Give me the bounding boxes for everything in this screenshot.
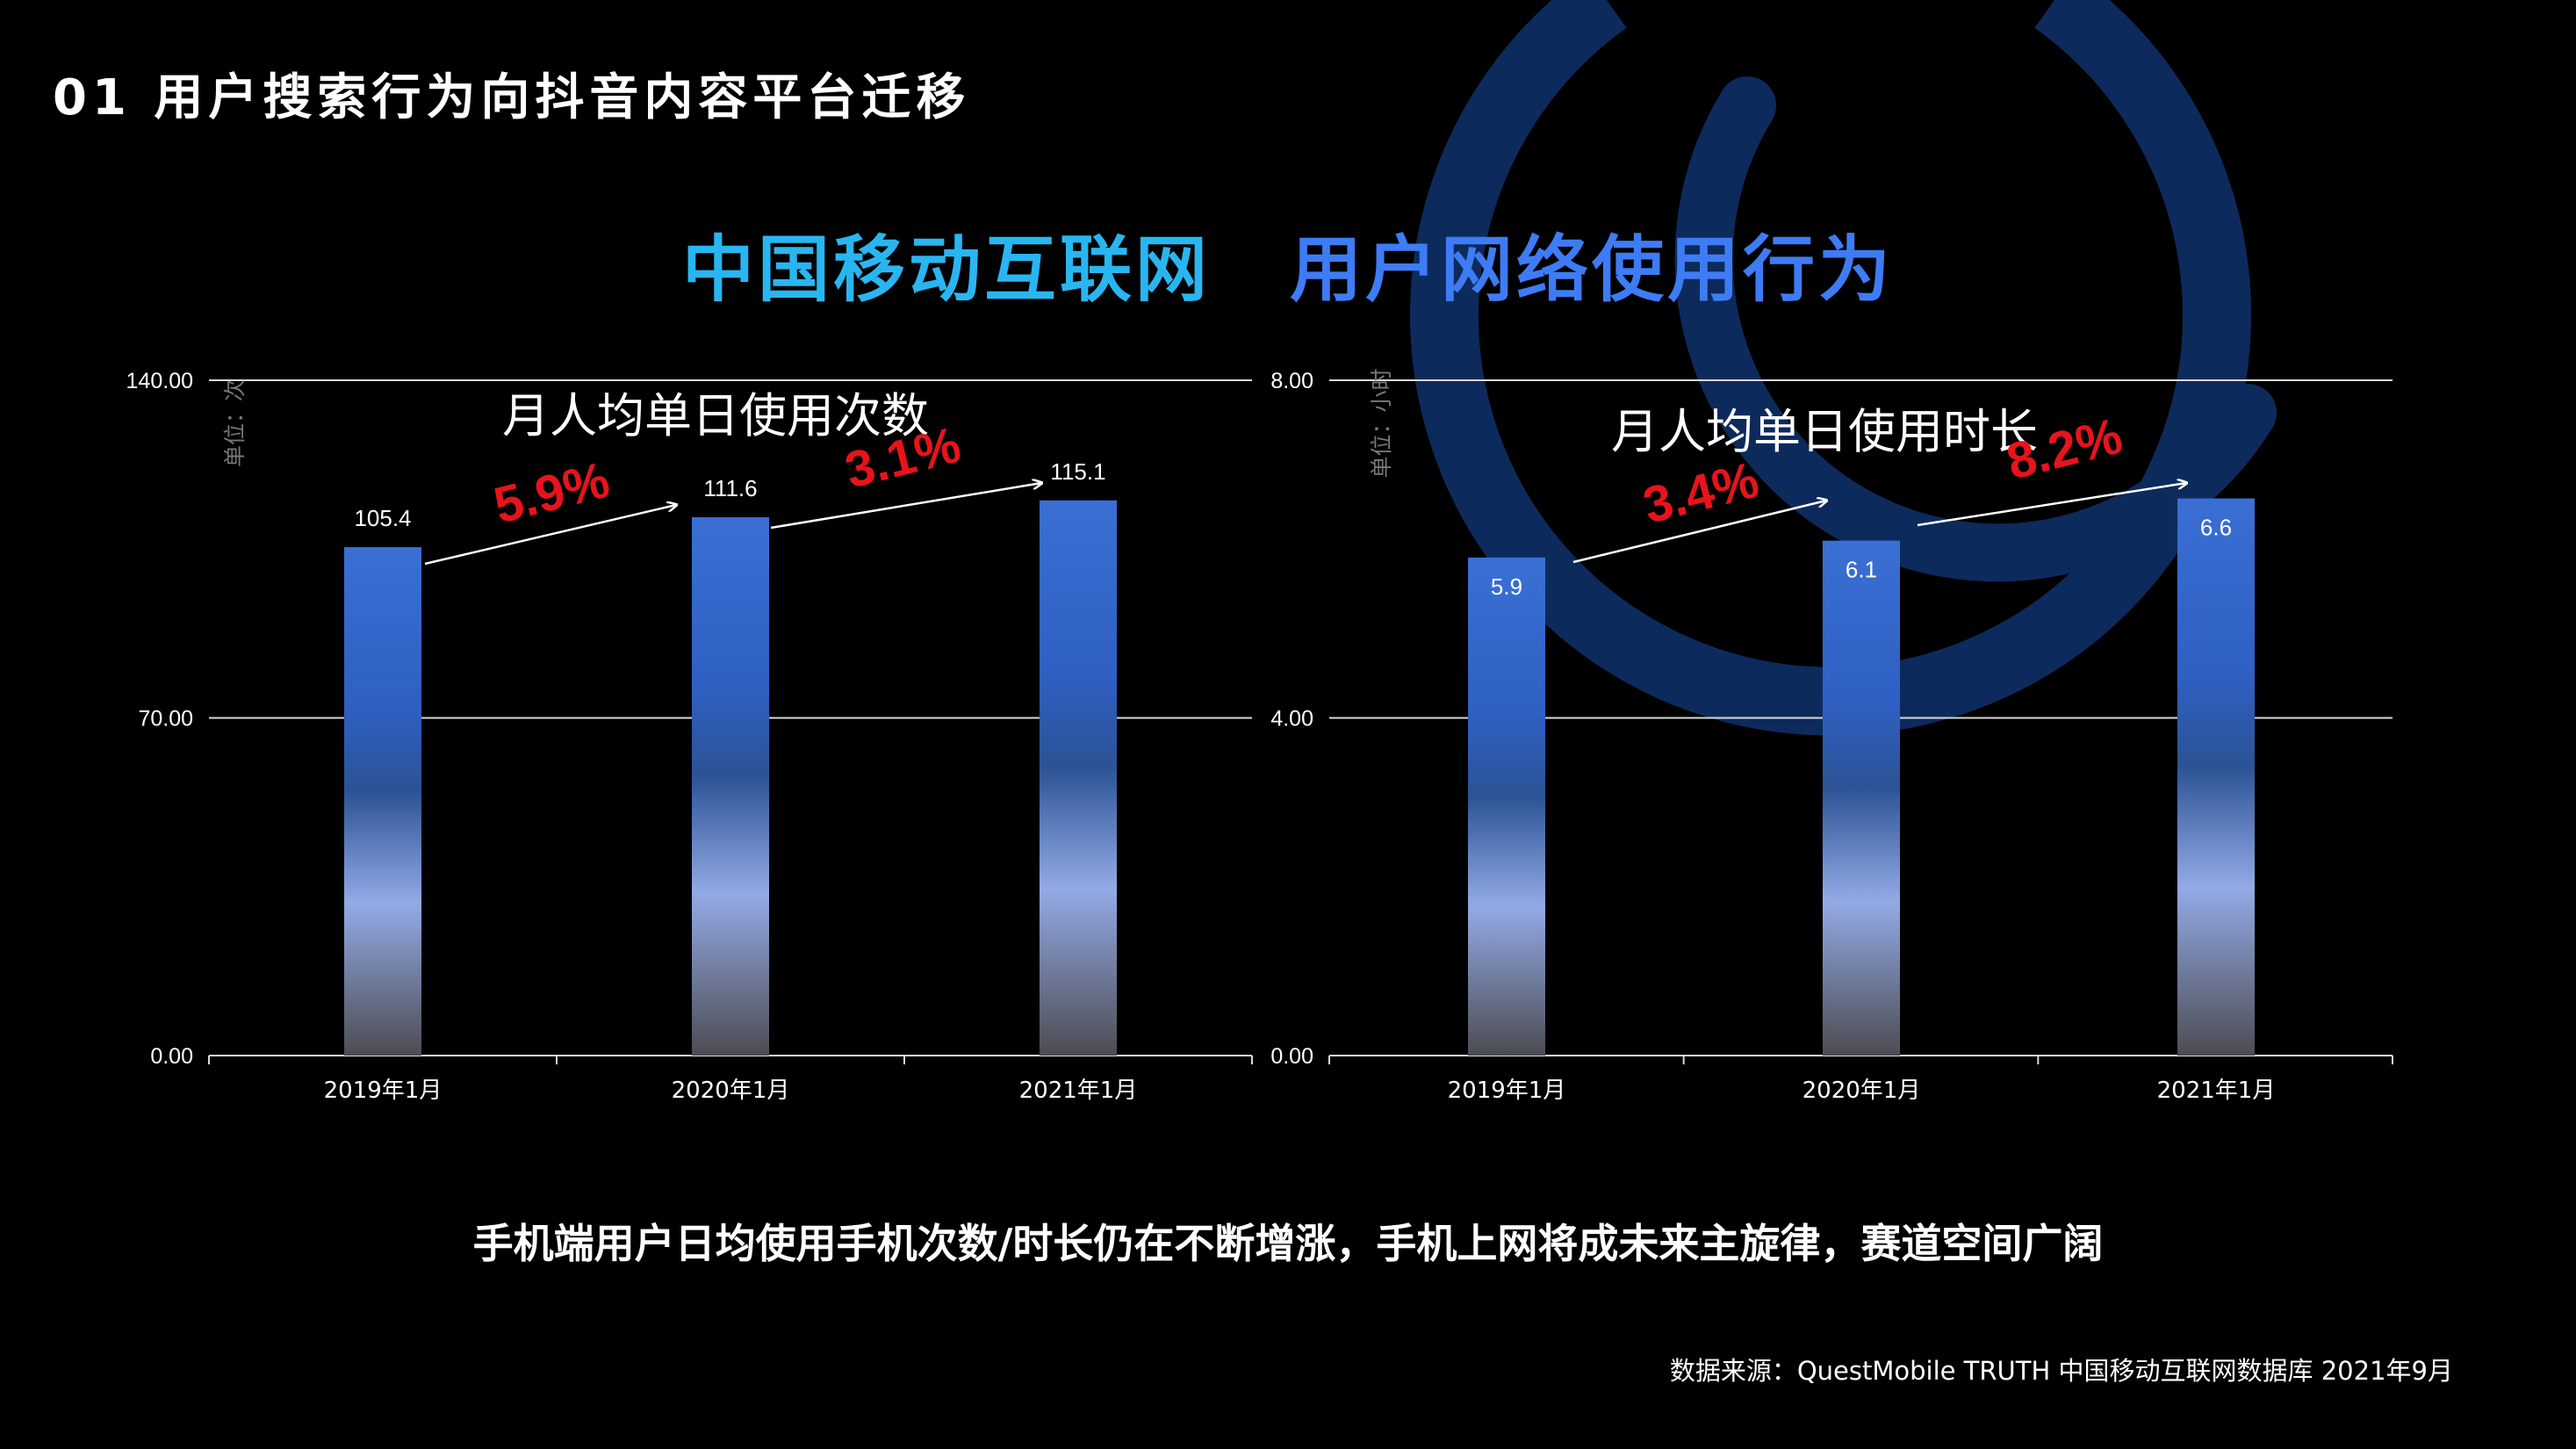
x-tick-label: 2020年1月: [672, 1078, 790, 1104]
bar-value-label: 105.4: [354, 505, 411, 531]
growth-arrow: [1917, 483, 2186, 527]
growth-arrow: [424, 505, 676, 566]
y-tick-label: 4.00: [1270, 707, 1313, 732]
y-axis-unit-label: 单位：小时: [1369, 368, 1394, 478]
x-tick-label: 2019年1月: [324, 1078, 443, 1104]
growth-arrow: [770, 483, 1041, 530]
x-tick-label: 2021年1月: [1019, 1078, 1138, 1104]
bar-value-label: 115.1: [1050, 458, 1105, 485]
x-tick-label: 2019年1月: [1448, 1078, 1566, 1104]
bar-value-label: 5.9: [1491, 573, 1522, 600]
bar: [692, 516, 769, 1056]
x-tick-label: 2021年1月: [2157, 1078, 2276, 1104]
conclusion-text: 手机端用户日均使用手机次数/时长仍在不断增涨，手机上网将成未来主旋律，赛道空间广…: [472, 1220, 2104, 1267]
y-axis-unit-label: 单位：次: [222, 379, 248, 467]
growth-rate-label: 3.4%: [1637, 451, 1764, 535]
chart-title: 月人均单日使用时长: [1611, 404, 2038, 459]
data-source: 数据来源：QuestMobile TRUTH 中国移动互联网数据库 2021年9…: [1669, 1356, 2453, 1386]
bar-value-label: 111.6: [703, 475, 757, 501]
bar-value-label: 6.1: [1846, 557, 1877, 583]
y-tick-label: 0.00: [1270, 1044, 1313, 1069]
chart-daily-usage-count: 0.00 70.00 140.00 单位：次 105.4 2019年1月 111.6 2020…: [126, 369, 1253, 1104]
section-title: 01 用户搜索行为向抖音内容平台迁移: [53, 69, 971, 126]
bar: [344, 547, 421, 1056]
main-title-part2: 用户网络使用行为: [1290, 228, 1895, 312]
bar: [1040, 500, 1117, 1056]
y-tick-label: 140.00: [126, 369, 193, 393]
x-tick-label: 2020年1月: [1802, 1078, 1921, 1104]
y-tick-label: 0.00: [150, 1044, 193, 1069]
bar: [2177, 498, 2255, 1056]
chart-title: 月人均单日使用次数: [502, 388, 929, 443]
growth-rate-label: 5.9%: [488, 451, 615, 535]
y-tick-label: 70.00: [138, 707, 193, 732]
main-title-part1: 中国移动互联网: [681, 228, 1211, 312]
main-title: 中国移动互联网 用户网络使用行为: [0, 211, 2576, 315]
bar-value-label: 6.6: [2200, 515, 2232, 541]
bar: [1823, 540, 1900, 1056]
y-tick-label: 8.00: [1270, 369, 1313, 393]
growth-arrow: [1572, 501, 1826, 564]
chart-daily-usage-duration: 0.00 4.00 8.00 单位：小时 5.9 2019年1月 6.1 2020年1月 6.6…: [1270, 368, 2393, 1104]
bar: [1468, 557, 1545, 1056]
